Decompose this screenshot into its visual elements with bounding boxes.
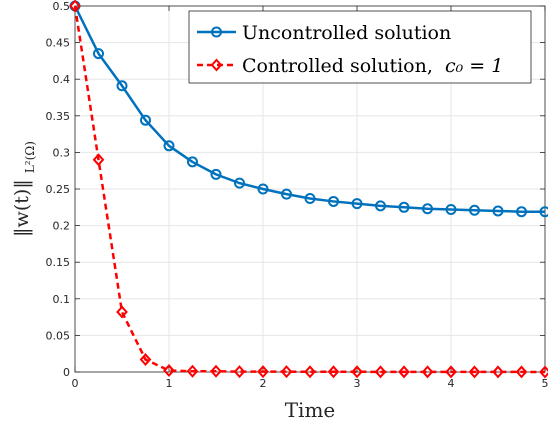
data-point-series-0 [140, 114, 151, 126]
data-point-series-1 [421, 365, 434, 379]
data-point-series-0 [422, 203, 433, 215]
x-tick-label: 0 [72, 377, 79, 390]
data-point-series-1 [257, 365, 269, 379]
data-point-series-0 [257, 183, 269, 195]
data-point-series-0 [304, 193, 316, 205]
x-tick-label: 3 [354, 377, 361, 390]
data-point-series-1 [468, 365, 481, 379]
data-point-series-1 [210, 364, 222, 378]
data-point-series-0 [234, 177, 245, 189]
y-tick-label: 0.1 [53, 293, 71, 306]
y-tick-label: 0.2 [53, 220, 71, 233]
y-tick-label: 0.4 [53, 73, 71, 86]
data-point-series-0 [281, 188, 292, 200]
y-tick-label: 0.35 [46, 110, 71, 123]
data-point-series-1 [116, 305, 128, 319]
y-tick-label: 0.45 [46, 37, 71, 50]
data-point-series-0 [445, 203, 457, 215]
legend-marker-uncontrolled [211, 26, 222, 38]
data-point-series-1 [515, 365, 528, 379]
x-tick-label: 2 [260, 377, 267, 390]
data-point-series-1 [92, 153, 105, 167]
data-point-series-1 [163, 364, 175, 378]
legend-label-controlled-text: Controlled solution, [242, 55, 433, 77]
data-point-series-1 [186, 364, 199, 378]
data-point-series-1 [539, 365, 548, 379]
legend-label-controlled-math: c₀ = 1 [445, 55, 503, 77]
y-tick-label: 0.25 [46, 183, 71, 196]
data-point-series-1 [280, 365, 293, 379]
legend: Uncontrolled solution Controlled solutio… [188, 10, 532, 84]
legend-box [188, 10, 532, 84]
data-point-series-0 [375, 200, 386, 212]
data-point-series-1 [492, 365, 504, 379]
x-tick-label: 1 [166, 377, 173, 390]
legend-marker-controlled [210, 58, 223, 72]
data-point-series-0 [469, 204, 480, 216]
y-tick-label: 0.3 [53, 146, 71, 159]
x-tick-label: 5 [542, 377, 548, 390]
series-group [69, 0, 548, 379]
y-tick-label: 0.05 [46, 329, 71, 342]
data-point-series-1 [69, 0, 81, 13]
series-line-0 [73, 5, 545, 213]
y-axis-label-main: ‖w(t)‖ [11, 179, 33, 237]
y-tick-label: 0.15 [46, 256, 71, 269]
data-point-series-1 [233, 365, 246, 379]
x-tick-label: 4 [448, 377, 455, 390]
data-point-series-1 [304, 365, 316, 379]
y-tick-label: 0.5 [53, 0, 71, 13]
tick-labels: 0 1 2 3 4 5 0 0.05 0.1 0.15 0.2 0.25 0.3 0.35 0.4 0.45 0… [46, 0, 548, 390]
y-tick-label: 0 [63, 366, 70, 379]
data-point-series-1 [374, 365, 387, 379]
data-point-series-0 [516, 206, 527, 218]
y-axis-label-group: ‖w(t)‖ L²(Ω) [11, 141, 37, 237]
data-point-series-1 [351, 365, 363, 379]
data-point-series-0 [187, 156, 198, 168]
data-point-series-0 [351, 198, 363, 210]
legend-label-controlled: Controlled solution, c₀ = 1 [242, 55, 503, 77]
data-point-series-0 [398, 201, 410, 213]
data-point-series-0 [116, 80, 128, 92]
data-point-series-0 [210, 168, 222, 180]
data-point-series-0 [163, 140, 175, 152]
series-line-1 [73, 5, 546, 374]
y-axis-label-subscript: L²(Ω) [23, 141, 37, 173]
data-point-series-1 [327, 365, 340, 379]
data-point-series-0 [492, 205, 504, 217]
data-point-series-1 [139, 353, 152, 367]
y-axis-label: ‖w(t)‖ L²(Ω) [11, 141, 37, 237]
legend-label-uncontrolled: Uncontrolled solution [242, 22, 451, 44]
data-point-series-0 [539, 206, 548, 218]
data-point-series-1 [398, 365, 410, 379]
data-point-series-1 [445, 365, 457, 379]
data-point-series-0 [93, 48, 104, 60]
data-point-series-0 [328, 195, 339, 207]
x-axis-label: Time [285, 398, 336, 422]
